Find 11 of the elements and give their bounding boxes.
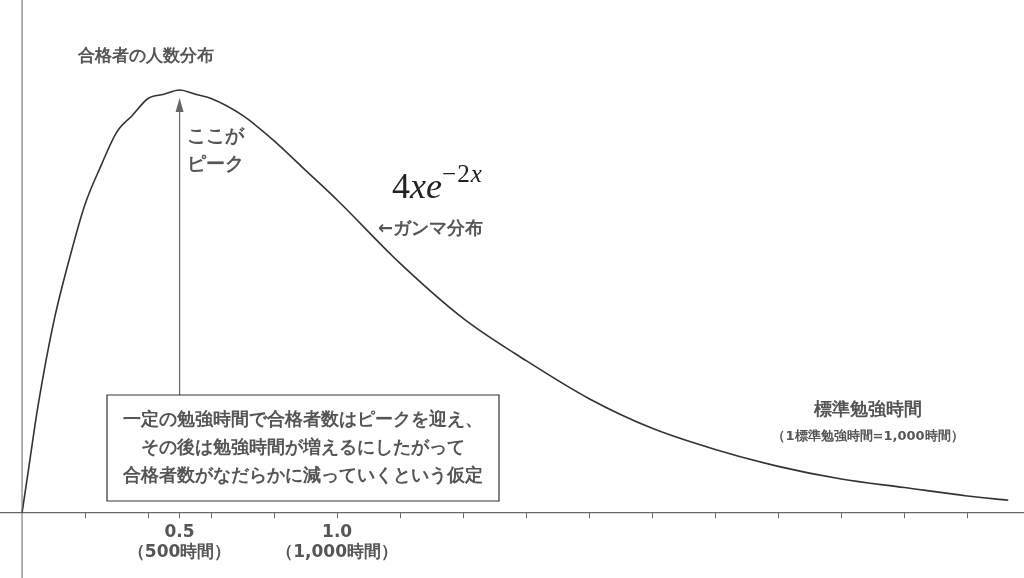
chart-title: 合格者の人数分布 [77, 45, 214, 66]
annotation: ←ガンマ分布 [378, 216, 484, 238]
text: （500時間） [127, 541, 232, 562]
x-tick-label: 1.0 [322, 520, 353, 541]
x-tick-label: 0.5 [164, 520, 195, 541]
annotation: （1標準勉強時間=1,000時間） [772, 428, 964, 444]
x-axis-title: 標準勉強時間 [813, 397, 922, 419]
text: （1,000時間） [276, 541, 399, 562]
annotation: 4xe−2x [392, 159, 482, 206]
annotation: ここがピーク [186, 124, 245, 174]
annotation: 一定の勉強時間で合格者数はピークを迎え、その後は勉強時間が増えるにしたがって合格者数がなだらかに減っていくという仮定 [122, 407, 483, 485]
